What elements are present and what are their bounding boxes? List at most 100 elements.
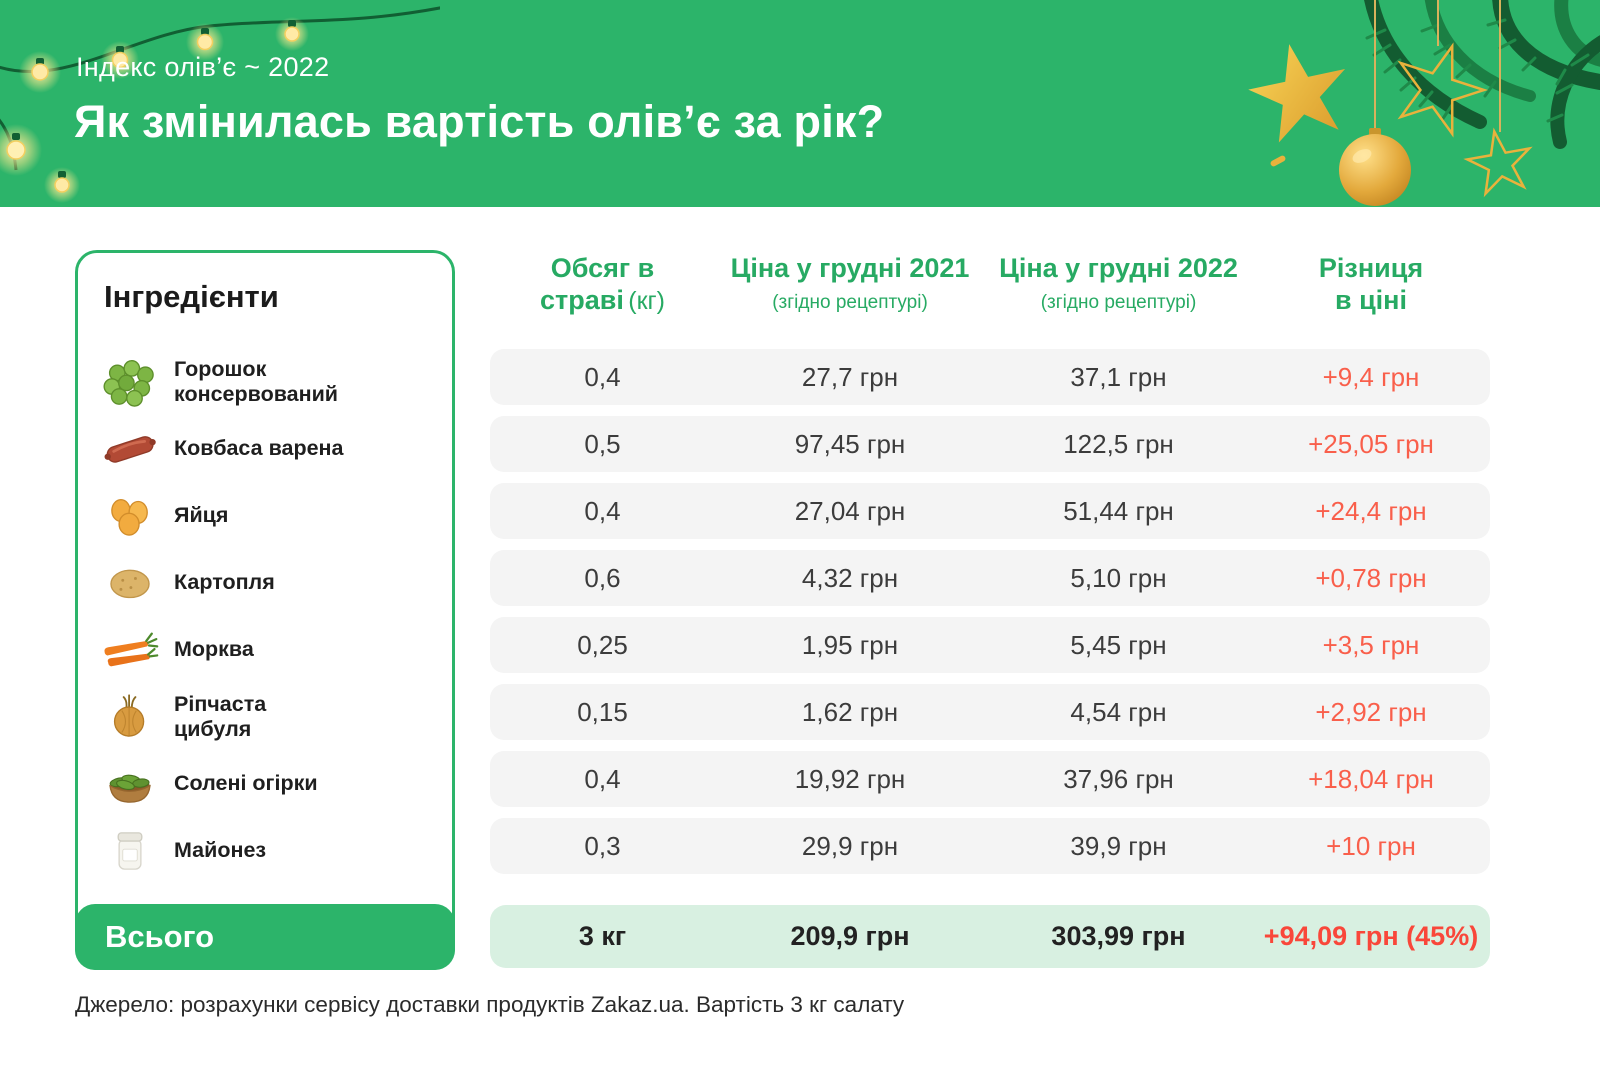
price-2022-cell: 37,96 грн xyxy=(1063,763,1174,794)
diff-cell: +9,4 грн xyxy=(1322,361,1420,392)
qty-cell: 0,5 xyxy=(584,428,621,459)
ingredient-name: Ріпчаста цибуля xyxy=(174,692,267,741)
column-header-diff: Різниця в ціні xyxy=(1318,253,1424,315)
total-qty-cell: 3 кг xyxy=(578,921,627,951)
ingredients-list: Горошок консервований Ковбаса варена xyxy=(98,348,442,884)
qty-cell: 0,6 xyxy=(584,562,621,593)
fir-branches xyxy=(1364,0,1600,149)
total-diff-cell: +94,09 грн (45%) xyxy=(1263,921,1479,951)
light-bulb xyxy=(186,23,224,61)
total-label: Всього xyxy=(105,919,215,954)
light-bulb xyxy=(275,17,309,51)
list-item: Солені огірки xyxy=(98,750,442,817)
header-banner: Індекс олів’є ~ 2022 Як змінилась вартіс… xyxy=(0,0,1600,207)
price-2021-cell: 29,9 грн xyxy=(801,830,899,861)
ingredients-panel: Інгредієнти Горошок консервований xyxy=(75,250,455,970)
confetti xyxy=(1270,155,1286,167)
ingredient-name: Картопля xyxy=(174,570,275,595)
table-row: 0,4 27,04 грн 51,44 грн +24,4 грн xyxy=(490,483,1490,539)
total-price-2021-cell: 209,9 грн xyxy=(790,921,910,951)
table-row: 0,3 29,9 грн 39,9 грн +10 грн xyxy=(490,818,1490,874)
table-header: Обсяг в страві (кг) Ціна у грудні 2021 (… xyxy=(490,253,1490,349)
price-2021-cell: 1,62 грн xyxy=(801,696,899,727)
qty-cell: 0,4 xyxy=(584,361,621,392)
report-subtitle: Індекс олів’є ~ 2022 xyxy=(76,52,330,82)
ingredient-name: Яйця xyxy=(174,503,229,528)
outline-star-icon xyxy=(1463,126,1535,196)
ingredient-name: Солені огірки xyxy=(174,771,318,796)
ingredient-name: Майонез xyxy=(174,838,267,863)
diff-cell: +18,04 грн xyxy=(1308,763,1434,794)
peas-icon xyxy=(98,356,162,408)
potato-icon xyxy=(98,557,162,609)
price-2021-cell: 19,92 грн xyxy=(794,763,906,794)
outline-star-icon xyxy=(1385,33,1494,139)
table-row: 0,25 1,95 грн 5,45 грн +3,5 грн xyxy=(490,617,1490,673)
diff-cell: +25,05 грн xyxy=(1308,428,1434,459)
ingredient-name: Морква xyxy=(174,637,254,662)
diff-cell: +3,5 грн xyxy=(1322,629,1420,660)
table-row: 0,6 4,32 грн 5,10 грн +0,78 грн xyxy=(490,550,1490,606)
qty-cell: 0,15 xyxy=(577,696,628,727)
ornament-strings xyxy=(1374,0,1501,136)
pickles-icon xyxy=(98,758,162,810)
price-2022-cell: 51,44 грн xyxy=(1063,495,1174,526)
light-bulb xyxy=(19,51,61,93)
list-item: Майонез xyxy=(98,817,442,884)
gold-star-icon xyxy=(1248,44,1346,143)
price-2021-cell: 4,32 грн xyxy=(801,562,899,593)
christmas-decoration xyxy=(1248,0,1600,207)
qty-cell: 0,3 xyxy=(584,830,621,861)
diff-cell: +24,4 грн xyxy=(1315,495,1427,526)
price-2021-cell: 27,7 грн xyxy=(801,361,899,392)
mayo-icon xyxy=(98,825,162,877)
onion-icon xyxy=(98,691,162,743)
ingredient-name: Ковбаса варена xyxy=(174,436,344,461)
total-label-bar: Всього xyxy=(75,904,455,970)
list-item: Яйця xyxy=(98,482,442,549)
list-item: Морква xyxy=(98,616,442,683)
eggs-icon xyxy=(98,490,162,542)
list-item: Горошок консервований xyxy=(98,348,442,415)
table-total-row: 3 кг 209,9 грн 303,99 грн +94,09 грн (45… xyxy=(490,905,1490,968)
price-2022-cell: 37,1 грн xyxy=(1070,361,1167,392)
carrot-icon xyxy=(98,624,162,676)
column-header-price-2021: Ціна у грудні 2021 (згідно рецептурі) xyxy=(730,253,970,313)
price-2022-cell: 5,45 грн xyxy=(1070,629,1167,660)
qty-cell: 0,25 xyxy=(577,629,628,660)
diff-cell: +2,92 грн xyxy=(1315,696,1427,727)
list-item: Ковбаса варена xyxy=(98,415,442,482)
light-bulb xyxy=(44,167,80,203)
total-price-2022-cell: 303,99 грн xyxy=(1051,921,1186,951)
ingredients-title: Інгредієнти xyxy=(104,279,279,314)
price-2022-cell: 39,9 грн xyxy=(1070,830,1167,861)
diff-cell: +0,78 грн xyxy=(1315,562,1427,593)
source-note: Джерело: розрахунки сервісу доставки про… xyxy=(75,992,905,1017)
price-2022-cell: 122,5 грн xyxy=(1063,428,1174,459)
list-item: Картопля xyxy=(98,549,442,616)
string-lights-decoration xyxy=(0,6,440,203)
table-row: 0,15 1,62 грн 4,54 грн +2,92 грн xyxy=(490,684,1490,740)
column-header-price-2022: Ціна у грудні 2022 (згідно рецептурі) xyxy=(999,253,1238,313)
price-table: Обсяг в страві (кг) Ціна у грудні 2021 (… xyxy=(490,253,1490,885)
price-2021-cell: 1,95 грн xyxy=(801,629,899,660)
table-row: 0,5 97,45 грн 122,5 грн +25,05 грн xyxy=(490,416,1490,472)
price-2022-cell: 5,10 грн xyxy=(1070,562,1167,593)
qty-cell: 0,4 xyxy=(584,763,621,794)
column-header-qty: Обсяг в страві (кг) xyxy=(539,253,666,315)
price-2021-cell: 97,45 грн xyxy=(794,428,906,459)
diff-cell: +10 грн xyxy=(1326,830,1416,861)
qty-cell: 0,4 xyxy=(584,495,621,526)
light-bulb xyxy=(101,41,139,79)
table-row: 0,4 19,92 грн 37,96 грн +18,04 грн xyxy=(490,751,1490,807)
page-title: Як змінилась вартість олів’є за рік? xyxy=(74,96,885,147)
list-item: Ріпчаста цибуля xyxy=(98,683,442,750)
bauble-icon xyxy=(1339,128,1411,206)
price-2021-cell: 27,04 грн xyxy=(794,495,906,526)
sausage-icon xyxy=(98,423,162,475)
table-row: 0,4 27,7 грн 37,1 грн +9,4 грн xyxy=(490,349,1490,405)
ingredient-name: Горошок консервований xyxy=(174,357,339,406)
light-bulb xyxy=(0,124,42,176)
price-2022-cell: 4,54 грн xyxy=(1070,696,1167,727)
